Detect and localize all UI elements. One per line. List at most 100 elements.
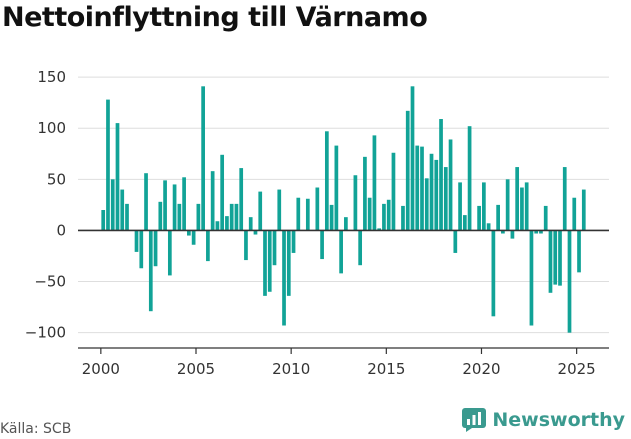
bar xyxy=(201,86,205,231)
bar xyxy=(415,145,420,231)
bar xyxy=(429,153,434,231)
bar xyxy=(244,230,248,261)
bar xyxy=(382,203,386,231)
bar xyxy=(467,126,472,231)
bar xyxy=(158,201,163,231)
bar xyxy=(329,204,334,231)
y-tick-label: 100 xyxy=(37,119,66,137)
bar xyxy=(358,230,363,266)
y-tick-label: −50 xyxy=(34,273,66,291)
bar xyxy=(220,154,225,231)
x-tick-label: 2010 xyxy=(272,360,310,378)
bar xyxy=(267,230,272,292)
bar xyxy=(353,175,358,231)
y-tick-label: −100 xyxy=(25,324,66,342)
bar xyxy=(272,230,277,266)
bar xyxy=(163,180,167,231)
newsworthy-icon xyxy=(462,408,487,432)
bar xyxy=(377,228,382,231)
bar xyxy=(148,230,153,312)
bar xyxy=(439,119,443,231)
bar xyxy=(167,230,172,276)
bar xyxy=(496,204,500,231)
bar xyxy=(458,182,462,231)
y-tick-label: 0 xyxy=(56,221,66,239)
bar xyxy=(101,210,106,231)
bar xyxy=(401,205,405,231)
tick-labels: 150 100 50 0 −50 −100 2000 2005 2010 2015 2020 2025 xyxy=(25,68,596,378)
bar xyxy=(115,123,120,231)
x-tick-label: 2015 xyxy=(367,360,405,378)
bar xyxy=(567,230,572,333)
bar xyxy=(153,230,158,267)
bar xyxy=(277,189,282,231)
bar xyxy=(491,230,496,317)
axes xyxy=(78,229,609,354)
bar xyxy=(462,215,467,231)
bar xyxy=(548,230,553,293)
bar xyxy=(520,187,524,231)
bar xyxy=(386,199,391,231)
bar xyxy=(420,146,424,231)
bar xyxy=(434,159,439,231)
bar xyxy=(139,230,144,269)
bar xyxy=(286,230,291,296)
bar xyxy=(315,187,320,231)
bar xyxy=(577,230,581,273)
bar xyxy=(391,152,396,231)
bar xyxy=(206,230,210,262)
bar xyxy=(539,230,543,234)
bar xyxy=(558,230,562,286)
bar xyxy=(263,230,267,296)
bar xyxy=(191,230,196,245)
x-tick-label: 2025 xyxy=(558,360,596,378)
bar xyxy=(215,221,220,231)
bar xyxy=(410,86,415,231)
bar xyxy=(529,230,534,326)
bar xyxy=(339,230,343,274)
bar xyxy=(110,179,115,231)
brand-name: Newsworthy xyxy=(492,409,625,431)
bar xyxy=(344,217,348,231)
bar xyxy=(477,205,481,231)
bar xyxy=(505,179,510,231)
bar xyxy=(581,189,586,231)
bar xyxy=(543,205,548,231)
bar xyxy=(453,230,458,253)
bar xyxy=(106,99,110,231)
gridlines xyxy=(78,76,609,334)
y-tick-label: 50 xyxy=(47,170,66,188)
bar xyxy=(486,223,491,231)
brand-logo: Newsworthy xyxy=(462,408,625,432)
bar xyxy=(305,198,310,231)
bar xyxy=(515,167,520,231)
bar xyxy=(258,191,263,231)
page-title: Nettoinflyttning till Värnamo xyxy=(2,2,428,33)
bar xyxy=(282,230,286,326)
bar xyxy=(405,110,410,231)
x-tick-label: 2020 xyxy=(462,360,500,378)
bar xyxy=(253,230,258,235)
bar xyxy=(120,189,125,231)
bar xyxy=(196,203,201,231)
bar xyxy=(134,230,139,252)
bar xyxy=(225,216,229,231)
bar xyxy=(424,178,429,231)
bar xyxy=(291,230,296,253)
bar xyxy=(239,168,244,231)
bar xyxy=(443,167,448,231)
bar xyxy=(534,230,539,234)
bar xyxy=(334,145,339,231)
bar xyxy=(144,173,148,231)
bar xyxy=(182,177,186,231)
bar xyxy=(372,135,377,231)
bar xyxy=(572,197,577,231)
bar xyxy=(324,131,329,231)
x-tick-label: 2005 xyxy=(177,360,215,378)
bar xyxy=(363,156,367,231)
bar xyxy=(524,182,529,231)
bar xyxy=(367,197,372,231)
bar xyxy=(229,203,234,231)
bar xyxy=(482,182,486,231)
